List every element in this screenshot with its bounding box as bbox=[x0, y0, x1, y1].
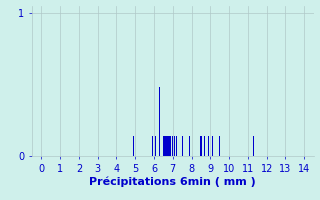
Bar bbox=[212, 136, 213, 156]
Bar bbox=[200, 136, 202, 156]
Bar bbox=[165, 136, 166, 156]
Bar bbox=[189, 136, 190, 156]
Bar bbox=[133, 136, 134, 156]
Bar bbox=[174, 136, 175, 156]
Bar bbox=[170, 136, 172, 156]
Bar bbox=[167, 136, 168, 156]
Bar bbox=[163, 136, 164, 156]
Bar bbox=[208, 136, 209, 156]
Bar bbox=[159, 87, 160, 156]
X-axis label: Précipitations 6min ( mm ): Précipitations 6min ( mm ) bbox=[89, 176, 256, 187]
Bar bbox=[172, 136, 173, 156]
Bar bbox=[169, 136, 171, 156]
Bar bbox=[166, 136, 167, 156]
Bar bbox=[168, 136, 169, 156]
Bar bbox=[169, 136, 170, 156]
Bar bbox=[152, 136, 153, 156]
Bar bbox=[164, 136, 165, 156]
Bar bbox=[204, 136, 205, 156]
Bar bbox=[253, 136, 254, 156]
Bar bbox=[219, 136, 220, 156]
Bar bbox=[176, 136, 177, 156]
Bar bbox=[182, 136, 183, 156]
Bar bbox=[155, 136, 156, 156]
